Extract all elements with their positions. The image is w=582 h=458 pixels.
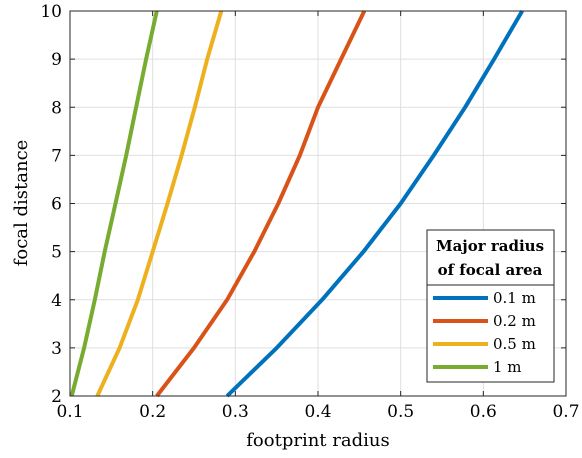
y-tick-label: 5 [51,243,62,263]
series-line-0-1-m [225,9,524,398]
y-tick-label: 2 [51,387,62,407]
y-tick-label: 8 [51,98,62,118]
legend-label: 0.5 m [493,335,536,353]
legend-label: 0.2 m [493,312,536,330]
y-tick-label: 3 [51,339,62,359]
y-tick-label: 7 [51,146,62,166]
y-axis-label: focal distance [11,140,32,267]
legend-label: 0.1 m [493,289,536,307]
legend-title-line1: Major radius [436,237,544,255]
y-tick-label: 6 [51,195,62,215]
y-tick-label: 9 [51,50,62,70]
y-tick-label: 4 [51,291,62,311]
x-tick-label: 0.7 [552,402,579,422]
legend-box [426,229,555,383]
legend: Major radius of focal area 0.1 m 0.2 m 0.5… [426,229,555,383]
legend-title-line2: of focal area [438,261,543,279]
x-tick-label: 0.3 [222,402,249,422]
series-line-0-5-m [95,10,224,397]
x-tick-label: 0.2 [139,402,166,422]
x-tick-label: 0.4 [304,402,331,422]
series-layer [69,9,524,398]
series-line-1-m [69,10,159,397]
tick-labels: 0.1 0.2 0.3 0.4 0.5 0.6 0.7 2 3 4 5 6 7 8 9 10 [40,2,579,422]
y-tick-label: 10 [40,2,62,22]
x-tick-label: 0.5 [387,402,414,422]
x-tick-label: 0.1 [56,402,83,422]
ticks [69,10,567,397]
legend-label: 1 m [493,358,522,376]
legend-items: 0.1 m 0.2 m 0.5 m 1 m [433,289,536,376]
x-axis-label: footprint radius [246,430,389,451]
series-line-0-2-m [155,10,367,398]
x-tick-label: 0.6 [470,402,497,422]
